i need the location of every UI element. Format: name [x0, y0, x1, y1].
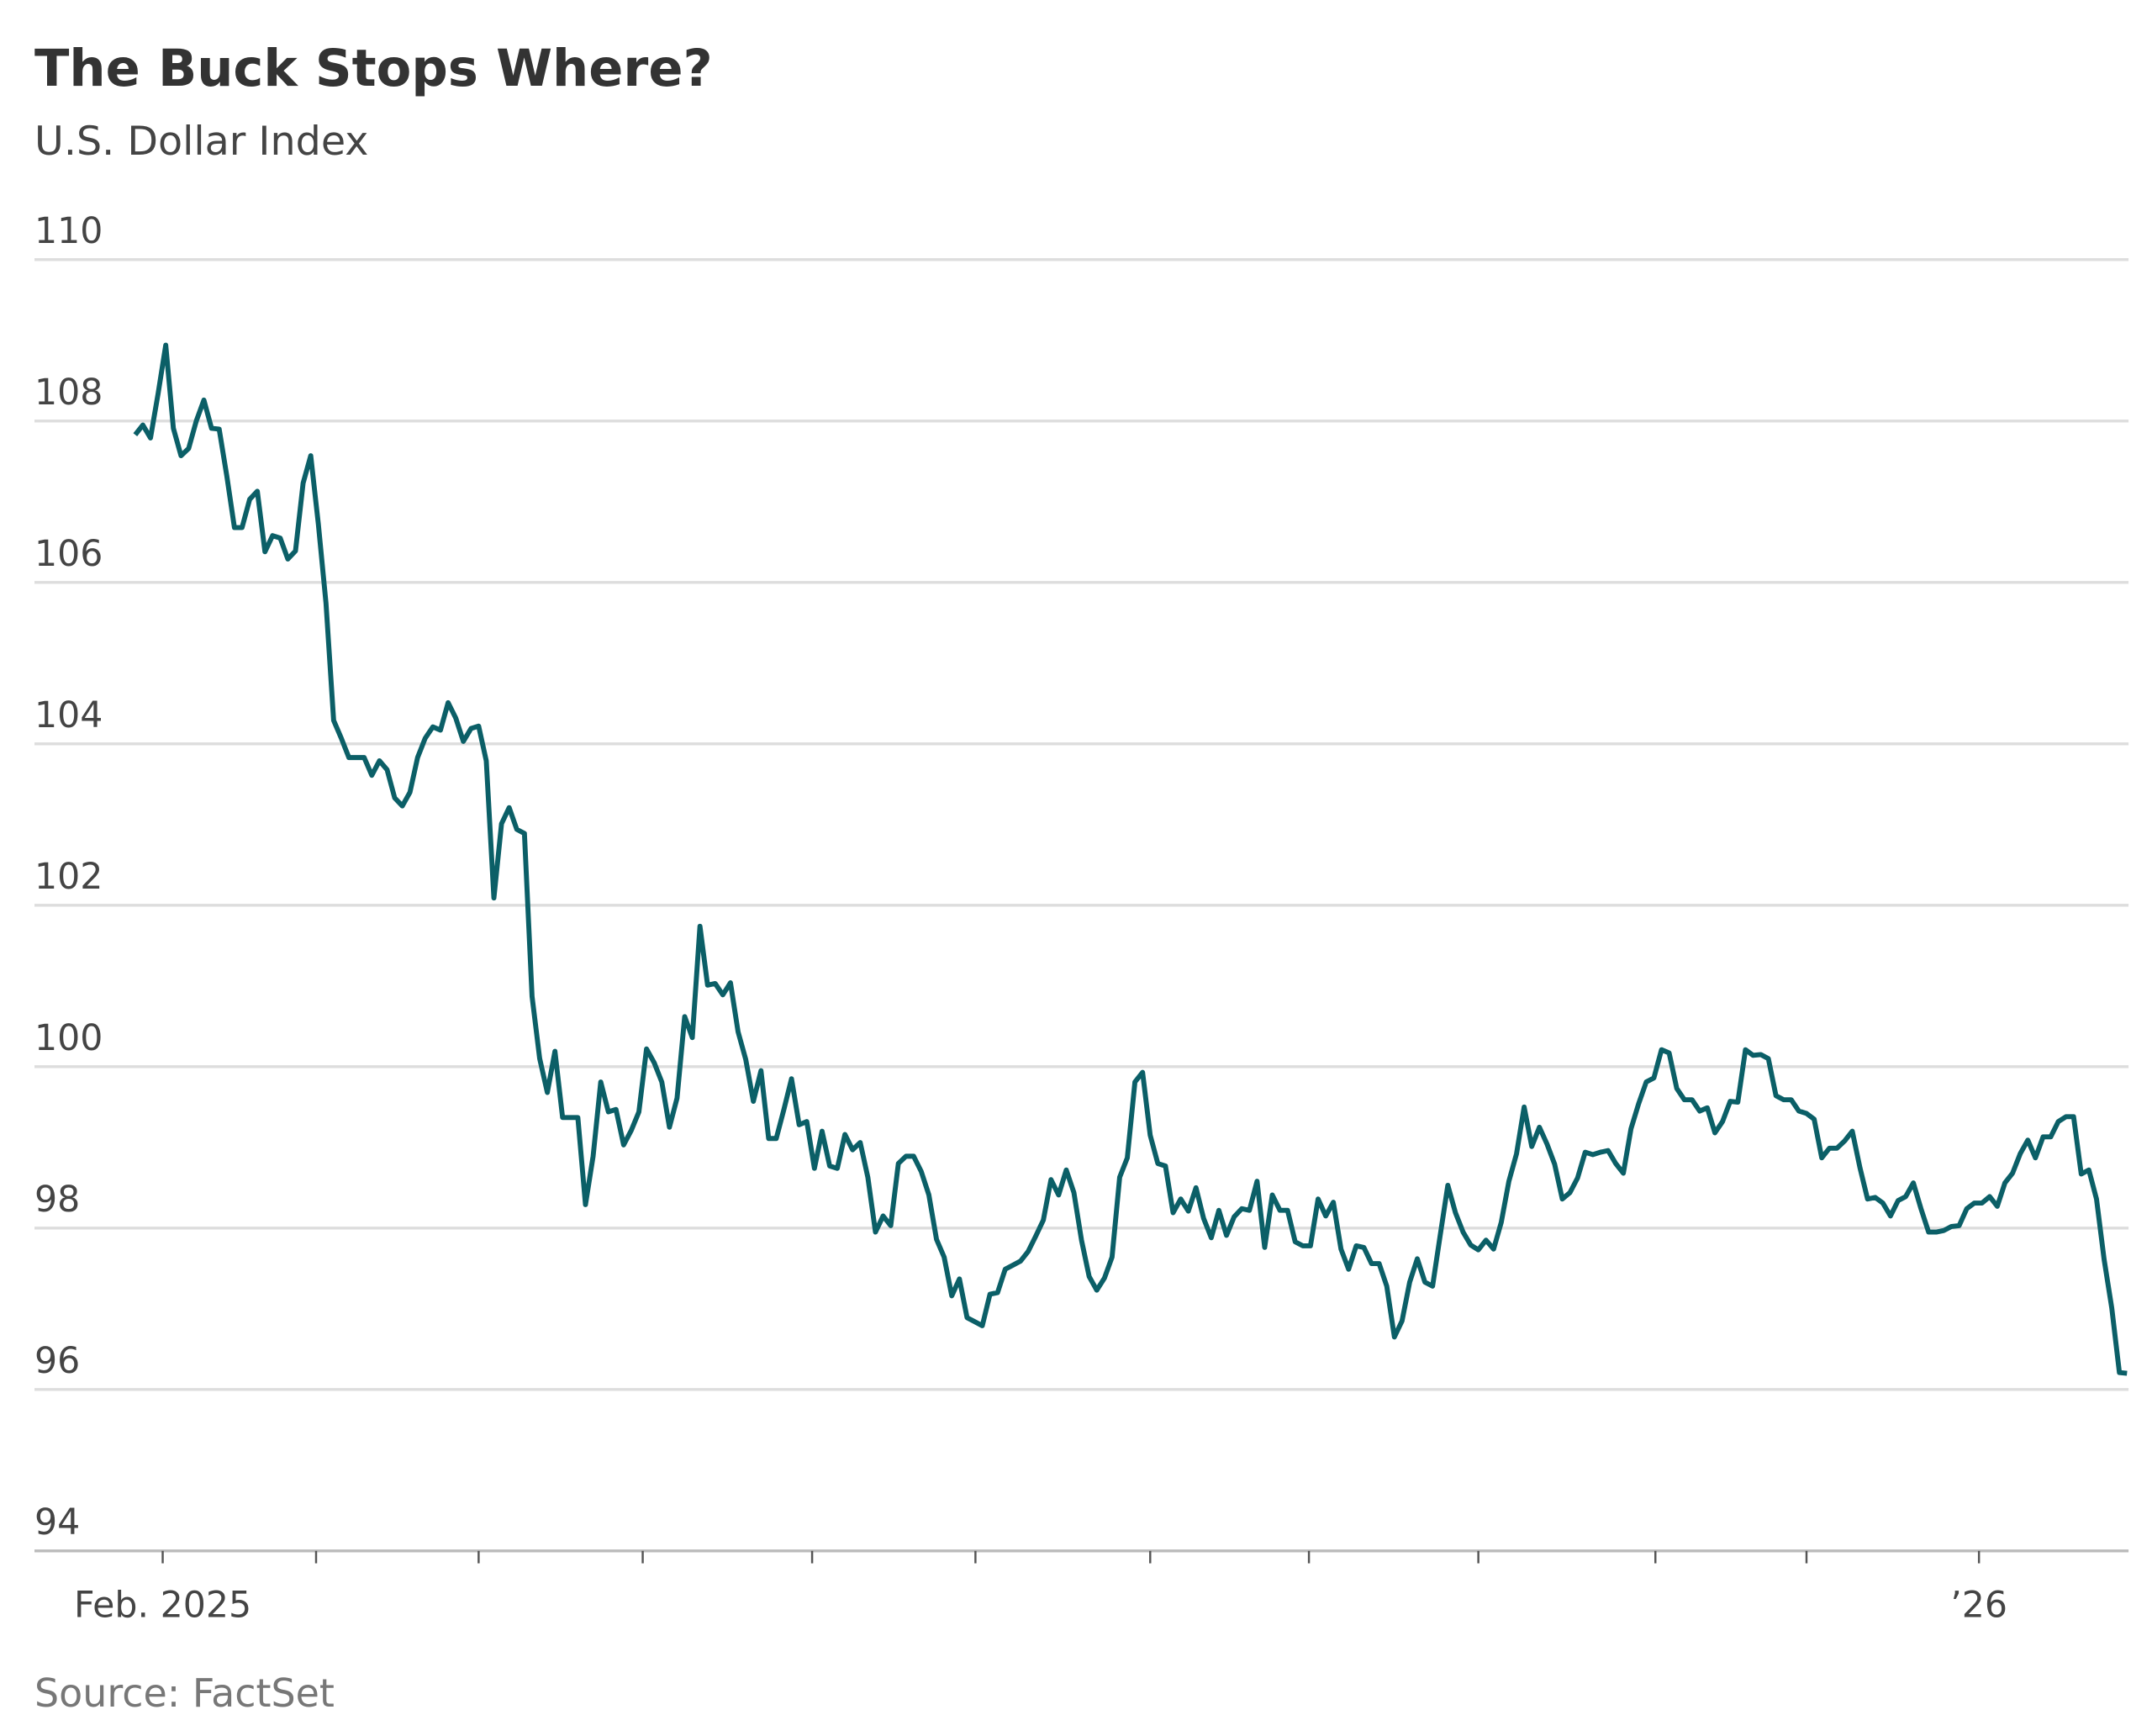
- y-tick-label: 100: [34, 1017, 103, 1059]
- data-line: [133, 342, 2128, 1376]
- y-tick-label: 104: [34, 694, 103, 736]
- x-tick-label: ’26: [1950, 1585, 2007, 1627]
- y-tick-label: 98: [34, 1179, 80, 1221]
- x-tick-label: Feb. 2025: [74, 1585, 251, 1627]
- chart-title: The Buck Stops Where?: [34, 40, 713, 98]
- y-tick-label: 102: [34, 856, 103, 898]
- y-tick-label: 108: [34, 372, 103, 414]
- y-tick-label: 94: [34, 1501, 80, 1543]
- y-tick-label: 106: [34, 533, 103, 575]
- chart-subtitle: U.S. Dollar Index: [34, 119, 368, 165]
- y-tick-label: 110: [34, 210, 103, 252]
- y-tick-label: 96: [34, 1340, 80, 1382]
- source-note: Source: FactSet: [34, 1670, 335, 1716]
